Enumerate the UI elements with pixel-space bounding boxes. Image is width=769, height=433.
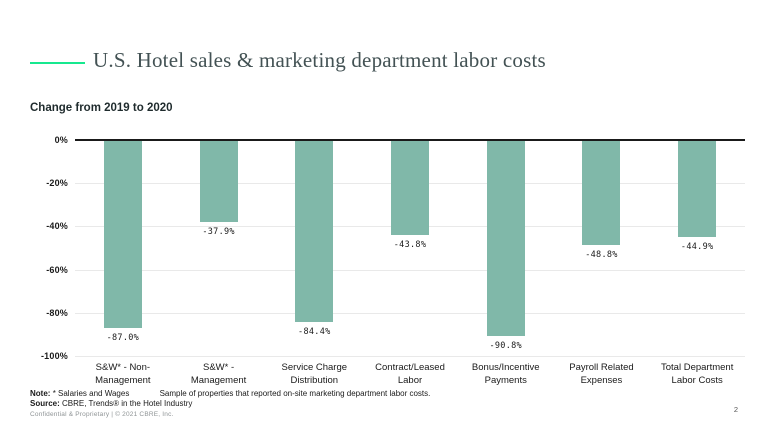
- bar-column: -44.9%: [649, 140, 745, 356]
- page-title: U.S. Hotel sales & marketing department …: [93, 48, 546, 72]
- x-category-label: S&W* - Management: [190, 362, 247, 386]
- zero-axis-line: [75, 139, 745, 141]
- bar-5: [486, 140, 525, 337]
- bar-2: [199, 140, 238, 222]
- y-tick-label: -40%: [46, 221, 68, 232]
- bar-data-label: -90.8%: [489, 341, 522, 352]
- note-line: Note: * Salaries and Wages Sample of pro…: [30, 389, 430, 398]
- note-text-1: * Salaries and Wages: [52, 389, 130, 398]
- y-tick-label: -100%: [40, 351, 68, 361]
- x-category-label: Service Charge Distribution: [281, 362, 348, 386]
- bar-data-label: -87.0%: [106, 332, 140, 343]
- x-category-label: S&W* - Non-Management: [95, 362, 151, 386]
- source-label: Source:: [30, 399, 60, 408]
- x-category-label: Total Department Labor Costs: [661, 362, 734, 386]
- bar-6: [582, 140, 621, 246]
- source-line: Source: CBRE, Trends® in the Hotel Indus…: [30, 399, 192, 408]
- y-tick-label: -80%: [46, 307, 68, 318]
- y-tick-label: -60%: [46, 264, 68, 275]
- bar-column: -43.8%: [362, 140, 458, 356]
- x-axis-labels: S&W* - Non-Management S&W* - Management Se…: [75, 362, 745, 388]
- source-text: CBRE, Trends® in the Hotel Industry: [62, 399, 193, 408]
- y-tick-label: 0%: [54, 135, 68, 145]
- note-label: Note:: [30, 389, 51, 398]
- bar-chart: 0% -20% -40% -60% -80% -100% -87.0% -37.9% -84.…: [30, 135, 745, 361]
- title-accent-line: [30, 62, 85, 64]
- bar-3: [295, 140, 334, 323]
- bar-data-label: -48.8%: [585, 250, 618, 261]
- bar-1: [103, 140, 142, 328]
- plot-area: -87.0% -37.9% -84.4% -43.8% -90.8% -48.8% -44.…: [75, 139, 745, 357]
- note-text-2: Sample of properties that reported on-si…: [159, 389, 431, 398]
- chart-subtitle: Change from 2019 to 2020: [30, 102, 173, 114]
- bar-4: [391, 140, 430, 235]
- bar-7: [678, 140, 717, 237]
- bar-data-label: -43.8%: [393, 239, 427, 250]
- page-number: 2: [733, 405, 738, 414]
- y-tick-label: -20%: [46, 178, 68, 189]
- bar-data-label: -44.9%: [680, 241, 714, 252]
- x-category-label: Contract/Leased Labor: [375, 362, 445, 386]
- gridline: [75, 356, 745, 357]
- bar-data-label: -84.4%: [298, 327, 331, 338]
- gridline: [75, 269, 745, 271]
- bar-column: -87.0%: [75, 140, 171, 356]
- x-category-label: Payroll Related Expenses: [569, 362, 634, 386]
- x-category-label: Bonus/Incentive Payments: [471, 362, 540, 386]
- y-axis: 0% -20% -40% -60% -80% -100%: [30, 135, 68, 361]
- bar-column: -84.4%: [266, 140, 362, 356]
- bar-data-label: -37.9%: [202, 226, 235, 237]
- bar-column: -90.8%: [458, 140, 554, 356]
- bars-container: -87.0% -37.9% -84.4% -43.8% -90.8% -48.8% -44.…: [75, 140, 745, 356]
- confidentiality-footer: Confidential & Proprietary | © 2021 CBRE…: [30, 411, 174, 418]
- bar-column: -48.8%: [554, 140, 650, 356]
- bar-column: -37.9%: [171, 140, 267, 356]
- gridline: [75, 312, 745, 314]
